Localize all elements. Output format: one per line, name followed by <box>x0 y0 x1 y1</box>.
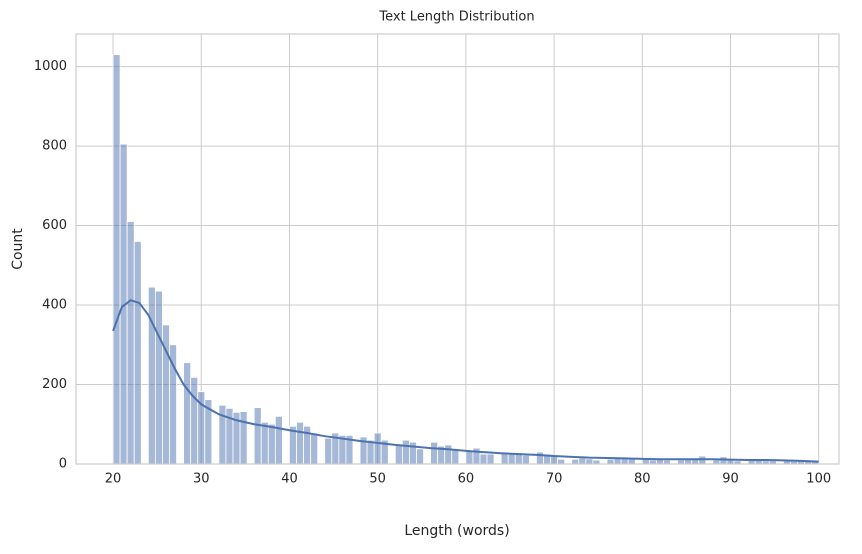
bar <box>557 458 566 465</box>
bar <box>373 432 382 465</box>
bar <box>260 421 269 465</box>
bar <box>310 432 319 465</box>
bar <box>183 362 192 465</box>
bar <box>571 458 580 465</box>
bar <box>253 407 262 465</box>
bar <box>147 286 156 465</box>
bar <box>416 448 424 465</box>
chart-title: Text Length Distribution <box>378 10 534 25</box>
bar <box>133 241 142 465</box>
bar <box>169 344 177 465</box>
bar <box>296 421 304 465</box>
bar <box>479 453 488 465</box>
bar <box>267 423 276 465</box>
x-tick-label: 90 <box>722 472 739 487</box>
bar <box>444 444 453 465</box>
x-tick-label: 70 <box>546 472 563 487</box>
x-tick-label: 50 <box>369 472 386 487</box>
plot-frame <box>75 33 840 465</box>
bar <box>606 458 615 465</box>
bar <box>451 449 460 465</box>
bar <box>239 411 248 465</box>
x-tick-label: 60 <box>458 472 475 487</box>
y-tick-label: 400 <box>42 298 67 313</box>
bar <box>324 437 333 465</box>
bar <box>274 415 283 465</box>
bar <box>465 450 474 465</box>
bar <box>486 453 495 465</box>
x-tick-label: 100 <box>806 472 831 487</box>
bar <box>401 439 410 465</box>
bar <box>578 457 587 465</box>
bar <box>521 454 530 465</box>
x-tick-label: 80 <box>634 472 651 487</box>
bar <box>536 451 544 465</box>
y-tick-label: 800 <box>42 139 67 154</box>
bar <box>585 458 594 465</box>
bar <box>430 441 439 465</box>
bar <box>154 290 163 465</box>
bar <box>190 376 199 465</box>
bar <box>507 453 516 465</box>
x-tick-label: 30 <box>193 472 210 487</box>
bar <box>394 443 403 465</box>
x-tick-label: 20 <box>105 472 122 487</box>
bar <box>112 54 121 465</box>
y-tick-label: 200 <box>42 377 67 392</box>
kde-line <box>112 299 819 463</box>
bar <box>550 455 559 465</box>
y-tick-label: 600 <box>42 218 67 233</box>
x-axis-label: Length (words) <box>404 523 509 539</box>
y-axis-label: Count <box>10 228 26 270</box>
bar <box>126 221 135 465</box>
x-tick-label: 40 <box>281 472 298 487</box>
bar <box>366 439 375 465</box>
y-tick-label: 0 <box>59 457 67 472</box>
y-tick-label: 1000 <box>34 59 67 74</box>
